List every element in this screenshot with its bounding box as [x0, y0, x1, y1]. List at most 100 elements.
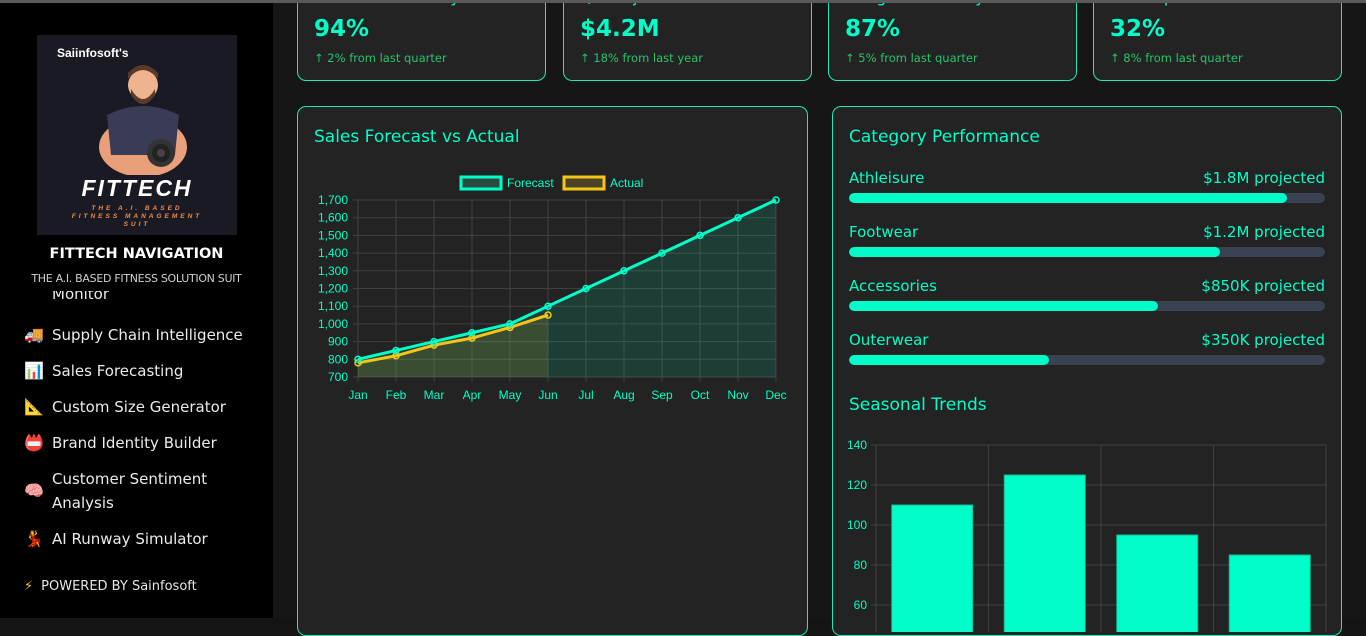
legend-swatch-forecast — [459, 175, 503, 191]
y-tick-label: 100 — [847, 518, 867, 532]
powered-by-text: POWERED BY Sainfosoft — [41, 579, 197, 594]
y-tick-label: 140 — [847, 438, 867, 452]
kpi-value: 94% — [314, 16, 370, 42]
y-tick-label: 1,400 — [318, 246, 348, 260]
actual-line — [357, 313, 549, 365]
category-progress-fill — [849, 355, 1049, 365]
y-tick-label: 1,100 — [318, 299, 348, 313]
seasonal-trends-chart: 20406080100120140 — [847, 438, 1327, 632]
category-item: Outerwear $350K projected — [849, 331, 1325, 365]
nav-item-ai-runway[interactable]: 💃 AI Runway Simulator — [24, 527, 254, 551]
nav-item-label: Supply Chain Intelligence — [52, 326, 243, 344]
forecast-area — [358, 200, 776, 377]
nav-item-brand-identity[interactable]: 📛 Brand Identity Builder — [24, 431, 254, 455]
kpi-change: ↑ 8% from last quarter — [1110, 51, 1243, 65]
category-progress-track — [849, 301, 1325, 311]
logo-brand: Saiinfosoft's — [57, 46, 129, 60]
kpi-card-forecast-accuracy: Forecast Accuracy 94% ↑ 2% from last qua… — [297, 0, 546, 81]
kpi-card-roi-improvement: ROI Improvement 32% ↑ 8% from last quart… — [1093, 0, 1342, 81]
forecast-point — [430, 337, 438, 346]
category-row: Footwear $1.2M projected — [849, 223, 1325, 241]
seasonal-trends-title: Seasonal Trends — [849, 395, 987, 415]
category-projection: $350K projected — [1201, 331, 1325, 349]
y-tick-label: 1,300 — [318, 264, 348, 278]
sidebar: Saiinfosoft's FITTECH THE A.I. BASED FIT… — [0, 0, 273, 618]
category-name: Athleisure — [849, 169, 925, 187]
bodybuilder-illustration — [99, 65, 187, 175]
seasonal-bar — [891, 504, 974, 632]
category-row: Athleisure $1.8M projected — [849, 169, 1325, 187]
category-progress-track — [849, 355, 1325, 365]
x-tick-label: Feb — [386, 388, 407, 402]
seasonal-bar — [1003, 474, 1086, 632]
legend-swatch-actual — [562, 175, 606, 191]
logo-tagline-2: FITNESS MANAGEMENT — [71, 213, 203, 220]
actual-point — [544, 311, 552, 319]
nav-item-custom-size[interactable]: 📐 Custom Size Generator — [24, 395, 254, 419]
forecast-point — [658, 249, 666, 257]
logo-wordmark: FITTECH — [81, 175, 193, 201]
kpi-title: Budget Efficiency — [845, 0, 985, 6]
bar-chart-icon: 📊 — [24, 361, 44, 380]
forecast-line — [357, 198, 777, 361]
x-tick-label: Apr — [463, 388, 482, 402]
kpi-change: ↑ 2% from last quarter — [314, 51, 447, 65]
nav-item-label: Brand Identity Builder — [52, 434, 217, 452]
kpi-card-budget-efficiency: Budget Efficiency 87% ↑ 5% from last qua… — [828, 0, 1077, 81]
x-tick-label: Sep — [651, 388, 673, 402]
category-projection: $1.2M projected — [1203, 223, 1325, 241]
y-tick-label: 120 — [847, 478, 867, 492]
nav-item-label: Sales Forecasting — [52, 362, 184, 380]
nav-item-label: Custom Size Generator — [52, 398, 226, 416]
nav-item-customer-sentiment[interactable]: 🧠 Customer Sentiment Analysis — [24, 467, 224, 515]
y-tick-label: 800 — [328, 352, 348, 366]
y-tick-label: 1,500 — [318, 228, 348, 242]
x-tick-label: Aug — [613, 388, 634, 402]
forecast-point — [392, 346, 400, 355]
kpi-value: 87% — [845, 16, 901, 42]
legend-label-actual: Actual — [610, 176, 643, 190]
y-tick-label: 1,200 — [318, 282, 348, 296]
logo-tagline-3: SUIT — [123, 221, 151, 228]
nav-item-cut-off[interactable]: Monitor — [52, 291, 110, 303]
nav-item-label: Customer Sentiment Analysis — [52, 470, 208, 512]
forecast-point — [582, 284, 590, 293]
category-row: Outerwear $350K projected — [849, 331, 1325, 349]
nav-item-sales-forecasting[interactable]: 📊 Sales Forecasting — [24, 359, 254, 383]
category-name: Accessories — [849, 277, 937, 295]
category-progress-track — [849, 247, 1325, 257]
truck-icon: 🚚 — [24, 325, 44, 344]
triangle-ruler-icon: 📐 — [24, 397, 44, 416]
kpi-value: $4.2M — [580, 16, 660, 42]
nav-item-label: AI Runway Simulator — [52, 530, 208, 548]
forecast-point — [620, 267, 628, 275]
fittech-logo: Saiinfosoft's FITTECH THE A.I. BASED FIT… — [37, 35, 237, 235]
sales-forecast-panel: Sales Forecast vs Actual Forecast Actual 7… — [297, 106, 808, 636]
panel-title: Sales Forecast vs Actual — [314, 127, 520, 147]
forecast-point — [506, 320, 514, 328]
x-tick-label: Dec — [765, 388, 786, 402]
forecast-point — [772, 196, 780, 204]
category-progress-fill — [849, 301, 1159, 311]
dancer-icon: 💃 — [24, 529, 44, 548]
name-badge-icon: 📛 — [24, 433, 44, 452]
kpi-change: ↑ 18% from last year — [580, 51, 703, 65]
category-performance-panel: Category Performance Athleisure $1.8M pro… — [832, 106, 1342, 636]
category-name: Footwear — [849, 223, 919, 241]
x-tick-label: Mar — [424, 388, 445, 402]
x-tick-label: Jan — [348, 388, 367, 402]
forecast-point — [354, 355, 362, 364]
category-item: Accessories $850K projected — [849, 277, 1325, 311]
nav-item-supply-chain[interactable]: 🚚 Supply Chain Intelligence — [24, 323, 254, 347]
y-tick-label: 80 — [854, 558, 868, 572]
forecast-point — [696, 231, 704, 240]
brain-icon: 🧠 — [24, 481, 44, 500]
category-row: Accessories $850K projected — [849, 277, 1325, 295]
legend-label-forecast: Forecast — [507, 176, 554, 190]
x-tick-label: Jul — [578, 388, 593, 402]
category-progress-track — [849, 193, 1325, 203]
powered-by: ⚡ POWERED BY Sainfosoft — [24, 579, 197, 594]
seasonal-bar — [1228, 554, 1311, 632]
panel-title: Category Performance — [849, 127, 1040, 147]
kpi-title: Forecast Accuracy — [314, 0, 460, 6]
